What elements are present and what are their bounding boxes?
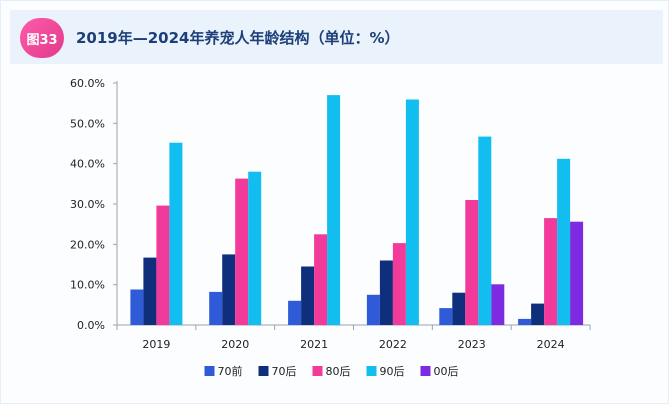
x-tick-label: 2022	[379, 338, 407, 351]
x-tick-label: 2021	[300, 338, 328, 351]
legend-label: 00后	[434, 365, 459, 378]
legend-label: 70后	[272, 365, 297, 378]
legend-swatch-80后	[312, 366, 323, 376]
y-tick-label: 50.0%	[70, 117, 105, 130]
bar-2020-70后	[222, 254, 236, 325]
x-tick-label: 2023	[458, 338, 486, 351]
bar-2022-90后	[405, 99, 419, 325]
bar-2022-70后	[379, 260, 393, 325]
legend-label: 90后	[380, 365, 405, 378]
y-tick-label: 60.0%	[70, 77, 105, 90]
bar-chart: 0.0% 10.0% 20.0% 30.0% 40.0% 50.0% 60.0% 2019 20…	[70, 77, 591, 378]
bar-2023-80后	[465, 200, 479, 325]
x-tick-label: 2020	[221, 338, 249, 351]
bar-2022-80后	[392, 243, 406, 325]
bar-2019-80后	[156, 205, 170, 325]
bar-2019-70后	[143, 257, 157, 325]
bar-2023-70前	[439, 308, 453, 325]
y-tick-label: 40.0%	[70, 158, 105, 171]
bar-2023-70后	[452, 292, 466, 325]
legend-swatch-70后	[258, 366, 269, 376]
bar-2021-70前	[288, 300, 302, 325]
bar-2020-90后	[248, 171, 262, 325]
legend-swatch-90后	[366, 366, 377, 376]
bar-2024-90后	[557, 158, 571, 325]
y-tick-label: 20.0%	[70, 238, 105, 251]
bar-2020-80后	[235, 178, 249, 325]
bar-2023-00后	[491, 284, 505, 325]
bar-2024-70前	[518, 318, 532, 325]
legend-swatch-00后	[420, 366, 431, 376]
legend-swatch-70前	[204, 366, 215, 376]
bar-2019-70前	[130, 289, 144, 325]
figure-number-badge: 图33	[20, 18, 64, 58]
bar-2024-80后	[544, 218, 558, 325]
bar-2021-80后	[314, 234, 328, 326]
figure-title: 2019年—2024年养宠人年龄结构（单位：%）	[76, 29, 400, 47]
x-tick-label: 2019	[142, 338, 170, 351]
figure-number: 图33	[26, 32, 58, 48]
bar-2021-70后	[301, 266, 315, 325]
x-tick-label: 2024	[537, 338, 565, 351]
figure-header	[10, 10, 663, 64]
bar-2019-90后	[169, 142, 183, 325]
bar-2024-00后	[570, 221, 584, 325]
legend-label: 80后	[326, 365, 351, 378]
bar-2020-70前	[209, 291, 223, 325]
y-tick-label: 30.0%	[70, 198, 105, 211]
y-tick-label: 0.0%	[77, 319, 105, 332]
bar-2023-90后	[478, 136, 492, 325]
legend-label: 70前	[218, 364, 243, 378]
bar-2021-90后	[327, 95, 341, 325]
bar-2022-70前	[366, 294, 380, 326]
bar-2024-70后	[531, 303, 545, 325]
y-tick-label: 10.0%	[70, 279, 105, 292]
